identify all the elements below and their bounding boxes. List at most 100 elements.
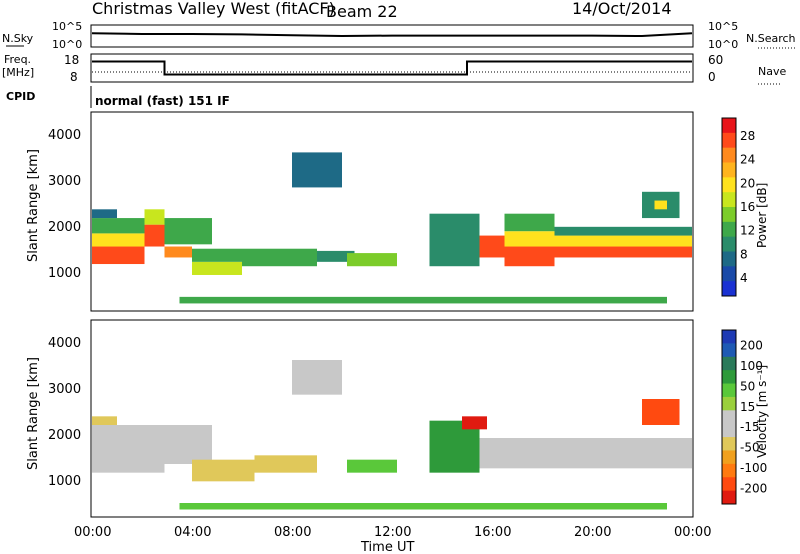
velocity-cbar-label: Velocity [m s⁻¹] [755,365,769,458]
power-cell [429,213,480,267]
colorbar-swatch [722,330,736,344]
station-title: Christmas Valley West (fitACF) [92,0,335,18]
colorbar-tick: 4 [740,271,748,285]
colorbar-swatch [722,221,736,238]
colorbar-tick: -100 [740,461,767,475]
power-colorbar: 28 24 20 16 12 8 4 [721,117,755,297]
power-ytick-4000: 4000 [48,128,81,143]
velocity-panel [90,319,694,518]
velocity-cell [92,416,117,425]
cpid-text: normal (fast) 151 IF [95,94,230,108]
velocity-cell [292,360,342,395]
colorbar-tick: 24 [740,153,755,167]
nsky-right-tick-top: 10^5 [708,20,738,33]
colorbar-swatch [722,463,736,478]
power-cell [347,253,397,267]
colorbar-swatch [722,343,736,358]
colorbar-tick: -200 [740,482,767,496]
nsearch-label: N.Search [746,32,796,45]
power-cell [504,246,555,267]
power-ytick-1000: 1000 [48,266,81,281]
xtick-6: 00:00 [674,525,711,540]
velocity-cell [347,459,397,473]
power-cell [554,235,692,247]
xtick-4: 16:00 [474,525,511,540]
nsky-tick-bottom: 10^0 [52,38,82,51]
nave-label: Nave [758,65,786,78]
colorbar-tick: 28 [740,129,755,143]
colorbar-tick: -50 [740,441,760,455]
beam-label: Beam 22 [326,2,398,21]
colorbar-swatch [722,266,736,282]
colorbar-swatch [722,410,736,425]
colorbar-swatch [722,177,736,193]
power-cell [192,248,242,262]
colorbar-swatch [722,370,736,385]
power-cell [92,246,145,265]
power-cell [92,209,117,219]
power-cell [479,235,505,258]
colorbar-swatch [722,423,736,438]
power-ytick-2000: 2000 [48,220,81,235]
power-cell [554,226,692,236]
colorbar-swatch [722,162,736,178]
power-cell [317,250,355,262]
colorbar-swatch [722,383,736,398]
colorbar-swatch [722,437,736,451]
colorbar-swatch [722,251,736,267]
velocity-ytick-4000: 4000 [48,336,81,351]
colorbar-swatch [722,192,736,208]
xtick-2: 08:00 [274,525,311,540]
power-cell [242,248,317,267]
xtick-5: 20:00 [574,525,611,540]
freq-tick-top: 18 [64,53,79,67]
velocity-cell [642,399,680,425]
power-cell [164,218,212,245]
power-cell [164,246,192,258]
power-cell [504,231,555,247]
power-cell [192,261,242,275]
freq-line [92,60,692,76]
colorbar-tick: 8 [740,247,748,261]
colorbar-swatch [722,236,736,252]
colorbar-tick: 16 [740,200,755,214]
velocity-cell [462,416,487,430]
freq-panel [90,53,694,83]
nsky-right-tick-bottom: 10^0 [708,38,738,51]
freq-label: Freq. [4,53,31,66]
colorbar-swatch [722,132,736,149]
xtick-0: 00:00 [74,525,111,540]
xtick-3: 12:00 [374,525,411,540]
colorbar-tick: 50 [740,379,755,393]
power-ylabel: Slant Range [km] [26,149,41,262]
colorbar-swatch [722,450,736,465]
velocity-ylabel: Slant Range [km] [26,357,41,470]
power-cbar-label: Power [dB] [755,183,769,248]
velocity-cell [92,425,165,473]
power-cell [92,233,145,247]
power-cell [554,246,692,258]
colorbar-tick: -15 [740,420,760,434]
power-panel [90,111,694,312]
velocity-ytick-1000: 1000 [48,474,81,489]
velocity-cell [254,455,317,473]
power-cell [292,152,342,188]
colorbar-swatch [722,281,736,297]
date-label: 14/Oct/2014 [572,0,672,18]
cpid-label: CPID [6,90,35,103]
colorbar-tick: 15 [740,400,755,414]
velocity-cells [92,360,692,510]
nsky-panel [90,24,694,48]
colorbar-swatch [722,396,736,411]
xtick-1: 04:00 [174,525,211,540]
power-cells [92,152,692,304]
colorbar-frame [721,117,737,297]
nsky-label: N.Sky [2,32,34,45]
freq-tick-bottom: 8 [70,70,78,84]
colorbar-tick: 100 [740,359,763,373]
colorbar-swatch [722,207,736,223]
nave-tick-top: 60 [708,53,723,67]
colorbar-swatch [722,147,736,163]
freq-unit: [MHz] [2,66,34,79]
colorbar-swatch [722,356,736,371]
